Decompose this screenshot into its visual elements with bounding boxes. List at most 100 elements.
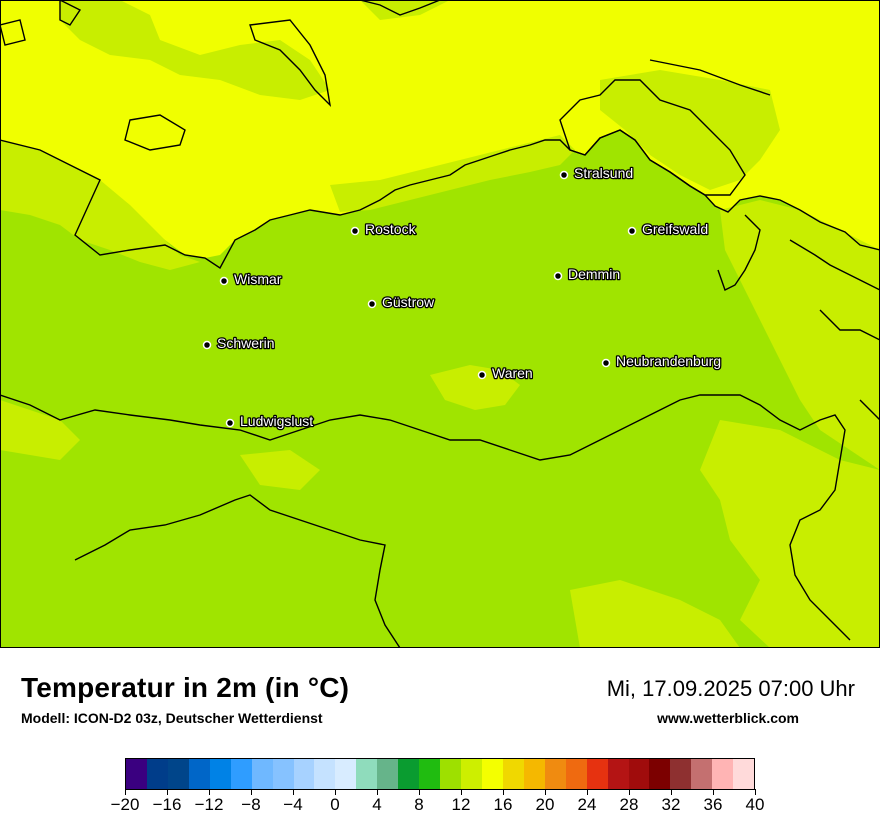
colorbar-segment	[461, 759, 482, 789]
city-dot	[601, 358, 611, 368]
colorbar-segment	[419, 759, 441, 789]
city-dot	[559, 170, 569, 180]
city-label: Stralsund	[574, 165, 633, 181]
colorbar-segment	[481, 759, 503, 789]
colorbar-segment	[251, 759, 273, 789]
city-ludwigslust[interactable]: Ludwigslust	[225, 412, 315, 430]
colorbar-segment	[377, 759, 399, 789]
colorbar-tick	[376, 789, 378, 795]
colorbar-segment	[126, 759, 147, 789]
forecast-datetime: Mi, 17.09.2025 07:00 Uhr	[606, 676, 855, 701]
colorbar-segment	[272, 759, 294, 789]
colorbar-segment	[712, 759, 734, 789]
colorbar-tick	[754, 789, 756, 795]
colorbar-segment	[523, 759, 545, 789]
colorbar-tick	[586, 789, 588, 795]
colorbar-segment	[733, 759, 755, 789]
website-link[interactable]: www.wetterblick.com	[657, 710, 799, 726]
colorbar-tick	[544, 789, 546, 795]
colorbar-tick-label: 36	[703, 795, 723, 814]
light-land-patch-south	[570, 580, 740, 648]
city-rostock[interactable]: Rostock	[350, 220, 418, 238]
city-waren[interactable]: Waren	[477, 364, 534, 382]
colorbar-tick	[418, 789, 420, 795]
city-label: Waren	[492, 365, 533, 381]
city-neubrandenburg[interactable]: Neubrandenburg	[601, 352, 722, 370]
colorbar-tick-label: 24	[577, 795, 597, 814]
colorbar-segment	[586, 759, 608, 789]
colorbar-segment	[188, 759, 210, 789]
city-markers: Stralsund Rostock Greifswald Wismar Demm…	[202, 164, 722, 430]
colorbar-segment	[670, 759, 692, 789]
city-wismar[interactable]: Wismar	[219, 270, 283, 288]
colorbar-tick	[208, 789, 210, 795]
colorbar-tick	[670, 789, 672, 795]
colorbar-tick-label: 28	[619, 795, 639, 814]
colorbar-segment	[691, 759, 713, 789]
light-land-patch-northwest	[0, 140, 200, 270]
colorbar-tick-label: −16	[152, 795, 182, 814]
weather-map: Stralsund Rostock Greifswald Wismar Demm…	[0, 0, 880, 648]
city-label: Neubrandenburg	[616, 353, 721, 369]
colorbar-segment	[335, 759, 357, 789]
city-dot	[553, 271, 563, 281]
city-schwerin[interactable]: Schwerin	[202, 334, 276, 352]
colorbar-tick-label: −4	[283, 795, 303, 814]
temperature-colorbar	[125, 758, 755, 790]
colorbar-tick	[334, 789, 336, 795]
city-label: Greifswald	[642, 221, 708, 237]
city-dot	[350, 226, 360, 236]
colorbar-segment	[398, 759, 420, 789]
colorbar-tick	[460, 789, 462, 795]
coastline	[0, 0, 880, 648]
colorbar-tick	[166, 789, 168, 795]
city-label: Ludwigslust	[240, 413, 313, 429]
colorbar-tick	[502, 789, 504, 795]
city-label: Wismar	[234, 271, 282, 287]
model-info: Modell: ICON-D2 03z, Deutscher Wetterdie…	[21, 710, 323, 726]
map-title: Temperatur in 2m (in °C)	[21, 672, 350, 703]
city-stralsund[interactable]: Stralsund	[559, 164, 634, 182]
colorbar-segment	[565, 759, 587, 789]
colorbar-tick	[292, 789, 294, 795]
colorbar-segment	[146, 759, 168, 789]
city-dot	[202, 340, 212, 350]
city-label: Demmin	[568, 266, 620, 282]
city-label: Schwerin	[217, 335, 275, 351]
colorbar-segment	[502, 759, 524, 789]
map-canvas: Stralsund Rostock Greifswald Wismar Demm…	[0, 0, 880, 648]
colorbar-tick	[124, 789, 126, 795]
light-land-patch-waren	[430, 365, 520, 410]
colorbar-ticks: −20 −16 −12 −8 −4 0 4 8 12 16 20 24 28 32 36 40	[111, 789, 764, 819]
colorbar-tick-label: −8	[241, 795, 261, 814]
colorbar-segment	[544, 759, 566, 789]
light-land-patch-islands	[60, 0, 330, 100]
colorbar-segment	[314, 759, 336, 789]
colorbar-segment	[356, 759, 378, 789]
light-land-patch-east	[720, 200, 880, 470]
colorbar-tick-label: 32	[661, 795, 681, 814]
colorbar-tick-label: 12	[451, 795, 471, 814]
light-land-patch-southeast	[700, 420, 880, 648]
light-land-patch-ruegen	[600, 70, 780, 190]
city-label: Rostock	[365, 221, 417, 237]
colorbar-segment	[607, 759, 629, 789]
city-greifswald[interactable]: Greifswald	[627, 220, 709, 238]
colorbar-segment	[293, 759, 315, 789]
colorbar-tick-label: 16	[493, 795, 513, 814]
colorbar-tick	[250, 789, 252, 795]
light-land-patch-southwest	[0, 400, 80, 460]
city-dot	[627, 226, 637, 236]
city-demmin[interactable]: Demmin	[553, 265, 621, 283]
colorbar-segment	[209, 759, 231, 789]
colorbar-tick	[628, 789, 630, 795]
colorbar-tick-label: 4	[372, 795, 382, 814]
colorbar-tick-label: 0	[330, 795, 340, 814]
colorbar-segment	[628, 759, 650, 789]
city-dot	[367, 299, 377, 309]
city-guestrow[interactable]: Güstrow	[367, 293, 436, 311]
colorbar-tick	[712, 789, 714, 795]
city-label: Güstrow	[382, 294, 435, 310]
colorbar-segment	[230, 759, 252, 789]
colorbar-tick-label: 20	[535, 795, 555, 814]
